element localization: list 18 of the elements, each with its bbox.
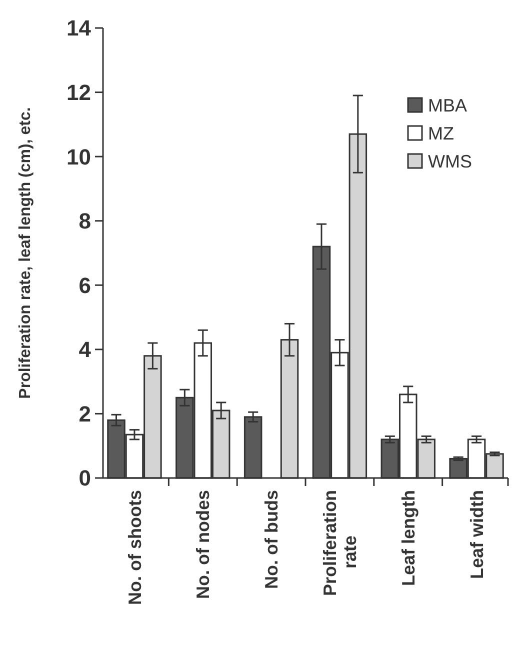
- y-tick-label: 6: [78, 272, 91, 298]
- y-tick-label: 4: [78, 337, 92, 362]
- x-tick-label: No. of shoots: [124, 490, 145, 605]
- legend-label: MZ: [428, 123, 454, 144]
- x-tick-label: Leaf width: [466, 490, 487, 579]
- x-tick-label: Leaf length: [398, 490, 418, 586]
- legend-label: WMS: [428, 151, 472, 172]
- y-axis-title: Proliferation rate, leaf length (cm), etc.: [17, 107, 34, 399]
- y-tick-label: 0: [78, 466, 91, 491]
- y-tick-label: 14: [66, 16, 92, 41]
- y-tick-label: 12: [66, 80, 91, 105]
- y-tick-label: 8: [78, 208, 91, 234]
- y-tick-label: 10: [66, 144, 91, 170]
- x-tick-label: No. of nodes: [193, 490, 214, 599]
- legend-label: MBA: [428, 95, 468, 116]
- y-tick-label: 2: [78, 401, 91, 426]
- x-tick-label: Proliferation rate: [320, 490, 360, 596]
- x-tick-label: No. of buds: [262, 490, 282, 589]
